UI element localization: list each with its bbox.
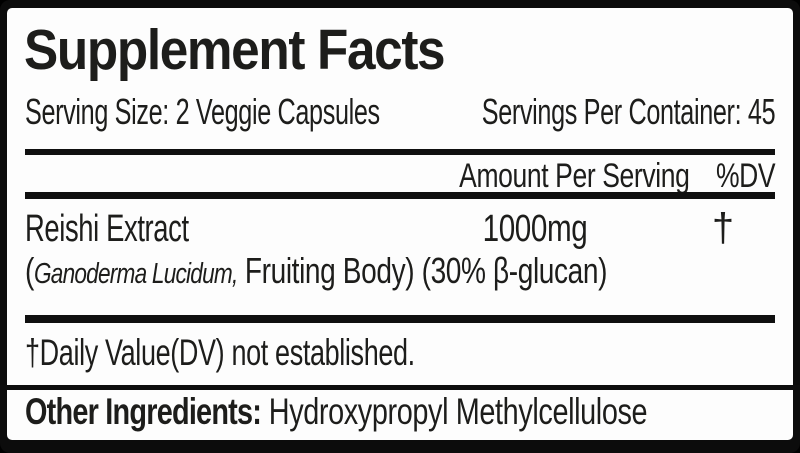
ingredient-amount: 1000mg — [482, 208, 588, 250]
label-panel — [7, 8, 793, 440]
thick-rule-header — [25, 192, 775, 199]
other-ingredients-value: Hydroxypropyl Methylcellulose — [261, 391, 648, 432]
other-ingredients-divider — [0, 385, 800, 390]
detail-open-paren: ( — [25, 250, 34, 291]
thick-rule-footnote — [25, 315, 775, 323]
ingredient-latin-name: Ganoderma Lucidum, — [33, 258, 238, 290]
ingredient-detail-rest: Fruiting Body) (30% β-glucan) — [237, 250, 608, 291]
daily-value-footnote: †Daily Value(DV) not established. — [25, 332, 415, 373]
other-ingredients-label: Other Ingredients: — [25, 391, 262, 432]
thick-rule-top — [25, 149, 775, 155]
ingredient-detail: (Ganoderma Lucidum, Fruiting Body) (30% … — [25, 252, 607, 290]
ingredient-dv-dagger: † — [711, 206, 735, 250]
serving-size-text: Serving Size: 2 Veggie Capsules — [25, 91, 380, 132]
percent-dv-header: %DV — [715, 157, 776, 195]
other-ingredients-row: Other Ingredients: Hydroxypropyl Methylc… — [25, 391, 648, 432]
ingredient-name: Reishi Extract — [25, 208, 189, 250]
column-header-row: Amount Per Serving %DV — [458, 157, 776, 195]
label-title: Supplement Facts — [24, 18, 446, 82]
amount-per-serving-header: Amount Per Serving — [458, 157, 690, 195]
servings-per-container-text: Servings Per Container: 45 — [481, 91, 776, 132]
